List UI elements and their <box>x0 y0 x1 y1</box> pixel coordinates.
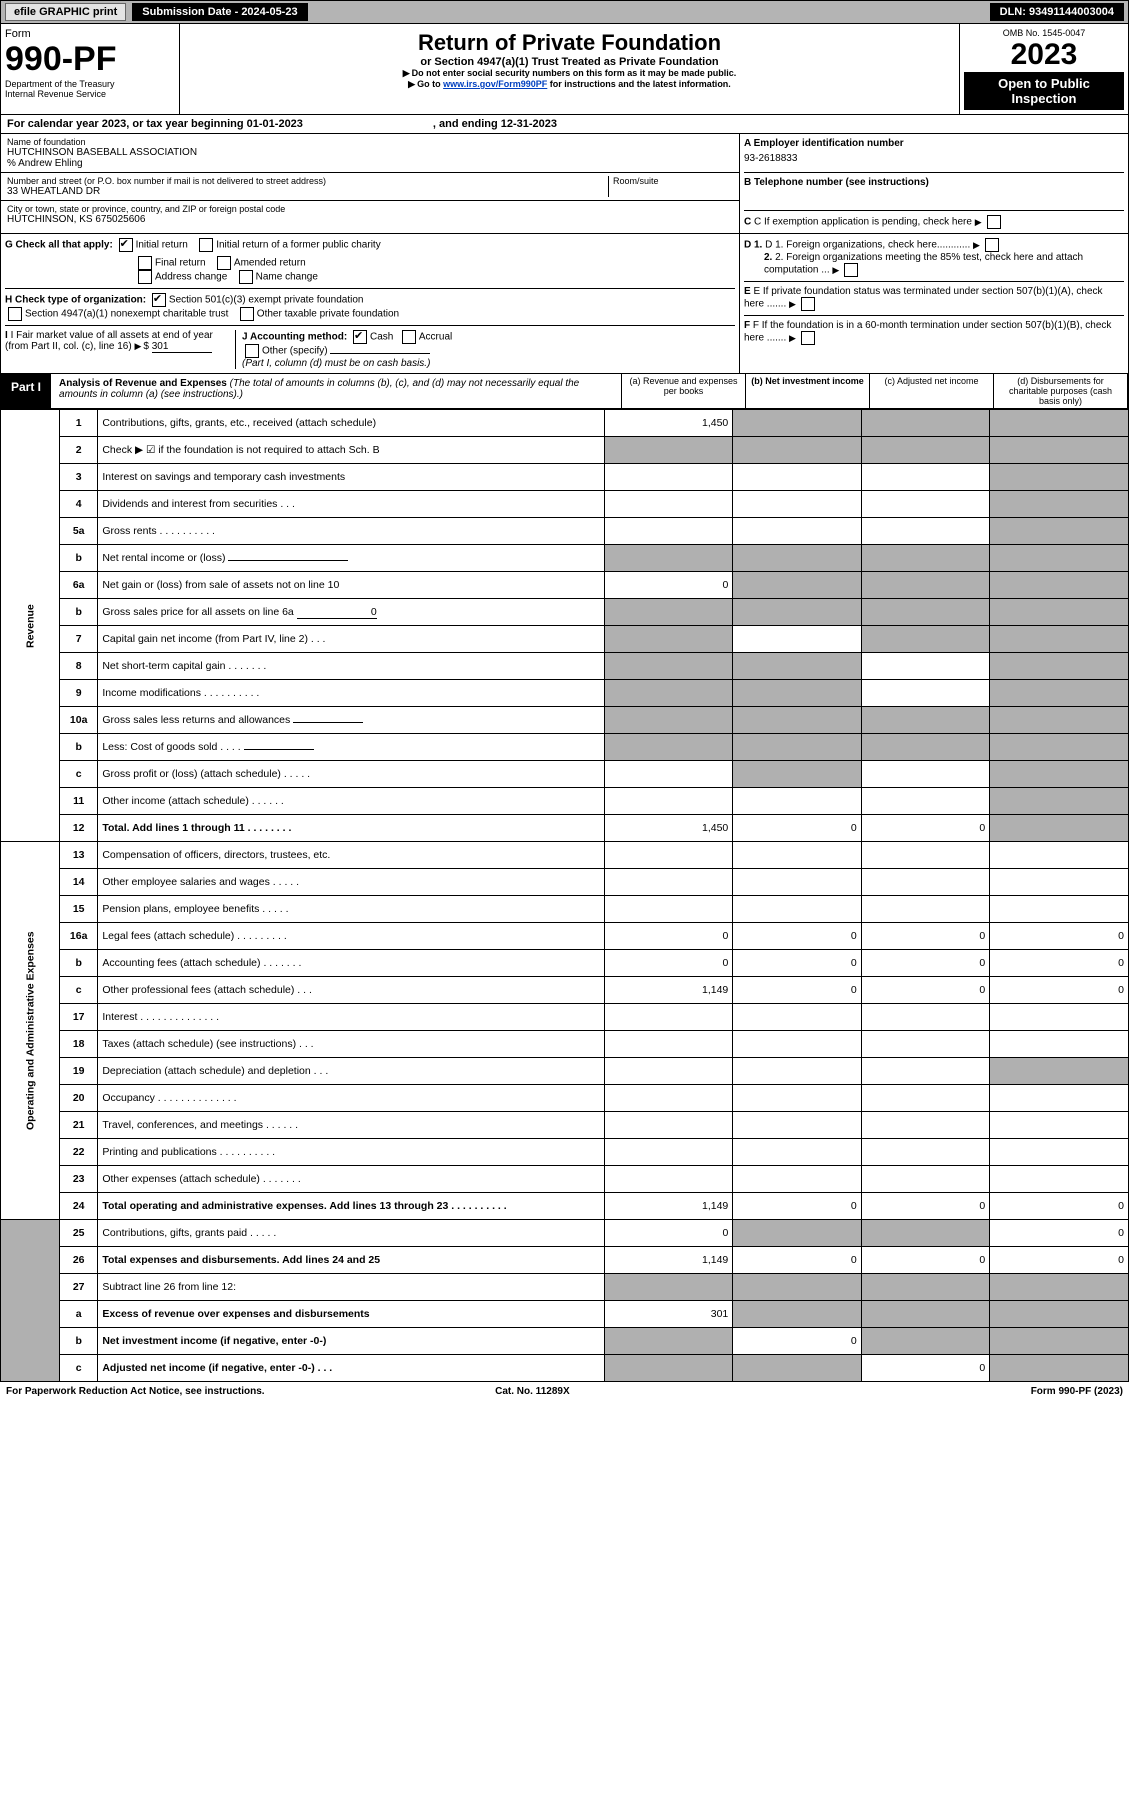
cat-no: Cat. No. 11289X <box>495 1386 569 1397</box>
note-ssn: Do not enter social security numbers on … <box>186 68 953 79</box>
arrow-icon <box>408 79 417 89</box>
tax-year: 2023 <box>964 38 1124 72</box>
h-label: H Check type of organization: <box>5 295 146 306</box>
fmv-value: 301 <box>152 341 212 353</box>
accrual-check[interactable] <box>402 330 416 344</box>
j-note: (Part I, column (d) must be on cash basi… <box>242 358 430 369</box>
d2-check[interactable] <box>844 263 858 277</box>
initial-former-check[interactable] <box>199 238 213 252</box>
omb: OMB No. 1545-0047 <box>964 28 1124 38</box>
d1-check[interactable] <box>985 238 999 252</box>
dept: Department of the Treasury <box>5 79 175 89</box>
initial-return-check[interactable] <box>119 238 133 252</box>
c-checkbox[interactable] <box>987 215 1001 229</box>
final-return-check[interactable] <box>138 256 152 270</box>
form-title: Return of Private Foundation <box>186 30 953 56</box>
street-address: 33 WHEATLAND DR <box>7 186 608 197</box>
cal-year-text: For calendar year 2023, or tax year begi… <box>7 118 303 130</box>
form-subtitle: or Section 4947(a)(1) Trust Treated as P… <box>186 56 953 68</box>
form990pf-link[interactable]: www.irs.gov/Form990PF <box>443 79 547 89</box>
expenses-sidebar: Operating and Administrative Expenses <box>1 842 60 1220</box>
e-check[interactable] <box>801 297 815 311</box>
part1-header: Part I Analysis of Revenue and Expenses … <box>0 374 1129 409</box>
irs: Internal Revenue Service <box>5 89 175 99</box>
foundation-name: HUTCHINSON BASEBALL ASSOCIATION <box>7 147 733 158</box>
form-header: Form 990-PF Department of the Treasury I… <box>0 24 1129 115</box>
open-inspection: Open to Public Inspection <box>964 72 1124 110</box>
col-c: (c) Adjusted net income <box>870 374 994 408</box>
form-number: 990-PF <box>5 40 175 79</box>
addr-label: Number and street (or P.O. box number if… <box>7 176 608 186</box>
entity-info: Name of foundation HUTCHINSON BASEBALL A… <box>0 134 1129 234</box>
4947-check[interactable] <box>8 307 22 321</box>
paperwork-notice: For Paperwork Reduction Act Notice, see … <box>6 1386 265 1397</box>
name-change-check[interactable] <box>239 270 253 284</box>
submission-date: Submission Date - 2024-05-23 <box>132 3 307 21</box>
name-label: Name of foundation <box>7 137 733 147</box>
room-label: Room/suite <box>608 176 733 197</box>
part1-tag: Part I <box>1 374 51 408</box>
cal-end: , and ending 12-31-2023 <box>433 118 557 130</box>
efile-print-btn[interactable]: efile GRAPHIC print <box>5 3 126 21</box>
col-a: (a) Revenue and expenses per books <box>622 374 746 408</box>
care-of: % Andrew Ehling <box>7 158 733 169</box>
city-state-zip: HUTCHINSON, KS 675025606 <box>7 214 733 225</box>
c-label: C If exemption application is pending, c… <box>754 217 972 228</box>
form-ref: Form 990-PF (2023) <box>1031 1386 1123 1397</box>
ein: 93-2618833 <box>744 149 1124 172</box>
j-label: J Accounting method: <box>242 332 347 343</box>
ein-label: A Employer identification number <box>744 138 1124 149</box>
revenue-sidebar: Revenue <box>1 410 60 842</box>
form-word: Form <box>5 28 175 40</box>
other-method-check[interactable] <box>245 344 259 358</box>
f-check[interactable] <box>801 331 815 345</box>
phone-label: B Telephone number (see instructions) <box>744 172 1124 188</box>
header-bar: efile GRAPHIC print Submission Date - 20… <box>0 0 1129 24</box>
addr-change-check[interactable] <box>138 270 152 284</box>
amended-check[interactable] <box>217 256 231 270</box>
g-label: G Check all that apply: <box>5 240 113 251</box>
501c3-check[interactable] <box>152 293 166 307</box>
part1-table: Revenue 1Contributions, gifts, grants, e… <box>0 409 1129 1382</box>
col-b: (b) Net investment income <box>746 374 870 408</box>
cash-check[interactable] <box>353 330 367 344</box>
other-taxable-check[interactable] <box>240 307 254 321</box>
footer: For Paperwork Reduction Act Notice, see … <box>0 1382 1129 1401</box>
city-label: City or town, state or province, country… <box>7 204 733 214</box>
col-d: (d) Disbursements for charitable purpose… <box>994 374 1128 408</box>
dln: DLN: 93491144003004 <box>990 3 1124 21</box>
